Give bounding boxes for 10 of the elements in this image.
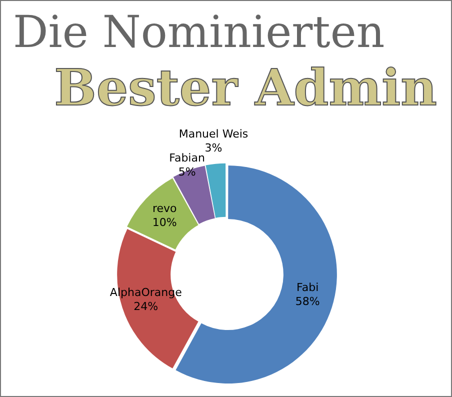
data-label: 58% [295,294,320,308]
data-label: 3% [204,141,222,154]
data-label: 24% [134,300,158,313]
slice-label: Manuel Weis [178,127,248,140]
chart-title: Die Nominierten [12,6,386,59]
slice-label: Fabi [296,280,319,294]
chart-subtitle: Bester Admin [53,58,438,117]
slice-label: Fabian [169,152,205,165]
data-label: 10% [152,216,177,230]
slice-label: revo [152,202,177,216]
